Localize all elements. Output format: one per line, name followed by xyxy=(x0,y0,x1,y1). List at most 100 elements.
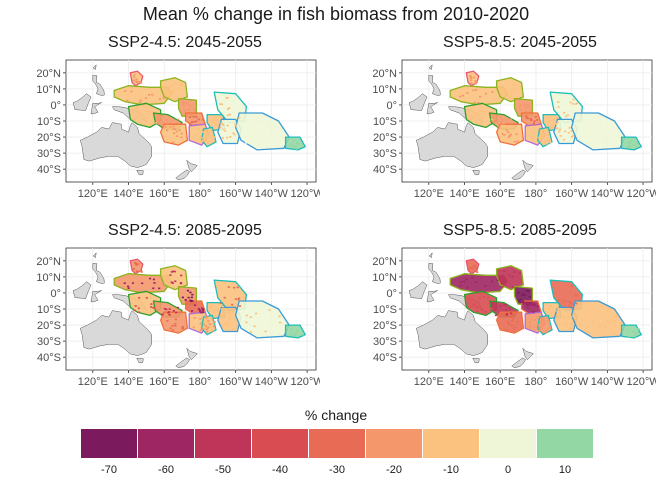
model-cell-dot xyxy=(555,306,558,309)
model-cell-dot xyxy=(528,296,532,298)
model-cell-dot xyxy=(202,308,205,311)
model-cell-dot xyxy=(163,307,166,310)
model-cell-dot xyxy=(588,135,591,137)
lon-tick-label: 140°W xyxy=(255,188,289,200)
model-cell-dot xyxy=(466,92,469,94)
model-cell-dot xyxy=(187,108,191,110)
model-cell-dot xyxy=(502,88,505,91)
lon-tick-label: 140°W xyxy=(591,376,625,388)
model-cell-dot xyxy=(472,303,476,306)
model-cell-dot xyxy=(224,323,227,326)
model-cell-dot xyxy=(166,122,169,125)
model-cell-dot xyxy=(613,320,617,322)
model-cell-dot xyxy=(550,126,554,128)
model-cell-dot xyxy=(470,267,474,270)
model-cell-dot xyxy=(172,128,175,131)
model-cell-dot xyxy=(131,282,135,284)
model-cell-dot xyxy=(610,143,614,145)
model-cell-dot xyxy=(179,82,183,85)
model-cell-dot xyxy=(532,326,536,328)
model-cell-dot xyxy=(538,134,542,136)
model-cell-dot xyxy=(510,324,513,326)
model-cell-dot xyxy=(133,268,136,270)
model-cell-dot xyxy=(199,322,202,325)
model-cell-dot xyxy=(133,309,136,312)
model-cell-dot xyxy=(635,141,638,144)
model-cell-dot xyxy=(572,98,575,101)
model-cell-dot xyxy=(197,308,200,310)
model-cell-dot xyxy=(468,267,471,270)
model-cell-dot xyxy=(491,91,494,93)
model-cell-dot xyxy=(145,296,148,299)
model-cell-dot xyxy=(610,321,614,324)
model-cell-dot xyxy=(290,334,294,337)
model-cell-dot xyxy=(478,297,482,299)
lat-tick-label: 0° xyxy=(386,288,397,300)
model-cell-dot xyxy=(496,279,499,282)
model-cell-dot xyxy=(192,115,195,118)
model-cell-dot xyxy=(547,321,551,323)
lat-tick-label: 0° xyxy=(50,288,61,300)
model-cell-dot xyxy=(469,76,473,78)
model-cell-dot xyxy=(207,320,210,322)
legend-label: -40 xyxy=(272,464,288,476)
australia-landmass xyxy=(80,122,152,168)
model-cell-dot xyxy=(519,109,522,111)
model-cell-dot xyxy=(174,318,177,321)
lat-tick-label: 20°N xyxy=(372,256,397,268)
model-cell-dot xyxy=(616,315,619,317)
model-cell-dot xyxy=(236,286,239,289)
nz-south-island xyxy=(175,169,190,181)
model-cell-dot xyxy=(177,96,180,99)
model-cell-dot xyxy=(509,312,513,315)
lon-tick-label: 120°E xyxy=(78,188,108,200)
model-cell-dot xyxy=(571,103,574,105)
model-cell-dot xyxy=(521,300,524,303)
model-cell-dot xyxy=(525,115,528,117)
model-cell-dot xyxy=(268,309,271,311)
lon-tick-label: 160°W xyxy=(219,188,253,200)
lon-tick-label: 180° xyxy=(189,188,212,200)
model-cell-dot xyxy=(473,116,476,119)
map-panel-ssp585-2050: 20°N 10°N 0° 10°S 20°S 30°S 40°S 120°E 140°E 160°… xyxy=(372,59,656,200)
model-cell-dot xyxy=(533,123,536,126)
model-cell-dot xyxy=(568,305,571,308)
model-cell-dot xyxy=(295,329,298,332)
lon-tick-label: 120°E xyxy=(414,376,444,388)
model-cell-dot xyxy=(490,280,494,283)
model-cell-dot xyxy=(539,136,542,139)
model-cell-dot xyxy=(570,130,573,132)
model-cell-dot xyxy=(123,282,126,285)
lat-tick-label: 20°S xyxy=(37,132,61,144)
model-cell-dot xyxy=(525,110,528,113)
legend-label: 10 xyxy=(558,464,572,476)
model-cell-dot xyxy=(189,105,192,107)
model-cell-dot xyxy=(133,74,136,76)
model-cell-dot xyxy=(171,329,175,331)
model-cell-dot xyxy=(558,128,562,131)
model-cell-dot xyxy=(155,122,158,124)
sulawesi-landmass xyxy=(90,290,102,303)
model-cell-dot xyxy=(152,287,155,290)
nz-north-island xyxy=(186,159,198,173)
model-cell-dot xyxy=(190,300,193,303)
model-cell-dot xyxy=(515,133,518,135)
model-cell-dot xyxy=(181,84,184,87)
model-cell-dot xyxy=(295,142,299,145)
model-cell-dot xyxy=(478,109,482,112)
model-cell-dot xyxy=(191,293,194,296)
model-cell-dot xyxy=(233,286,236,289)
model-cell-dot xyxy=(512,88,516,90)
australia-landmass xyxy=(80,310,152,356)
model-cell-dot xyxy=(612,332,616,334)
model-cell-dot xyxy=(135,270,139,272)
legend-label: 0 xyxy=(504,464,512,476)
model-cell-dot xyxy=(219,115,223,118)
model-cell-dot xyxy=(553,119,556,122)
model-cell-dot xyxy=(481,109,484,112)
model-cell-dot xyxy=(160,115,163,118)
nz-south-island xyxy=(511,357,526,369)
model-cell-dot xyxy=(187,296,190,299)
model-cell-dot xyxy=(532,127,536,130)
model-cell-dot xyxy=(460,281,463,283)
